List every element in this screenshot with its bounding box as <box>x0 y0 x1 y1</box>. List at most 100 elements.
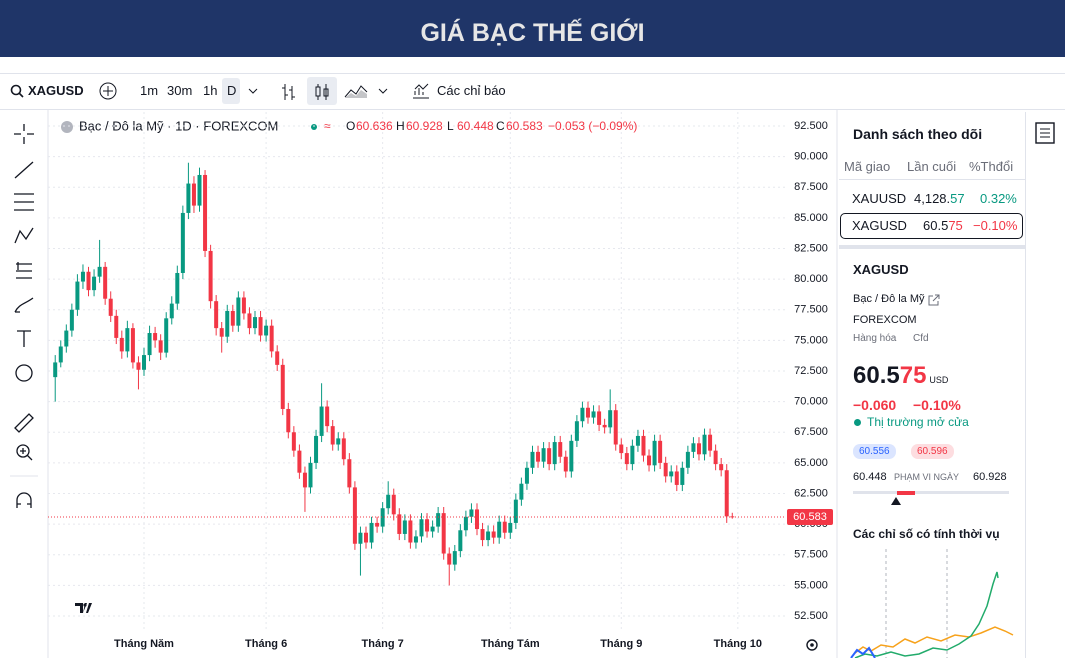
candle-body <box>397 514 402 534</box>
chevron[interactable] <box>248 86 258 96</box>
candle-body <box>214 301 219 329</box>
selected-row[interactable] <box>840 213 1023 239</box>
indicators-button[interactable]: Các chỉ báo <box>437 83 506 98</box>
candle-body <box>58 346 63 363</box>
candle-body <box>536 451 541 462</box>
candle-body <box>680 467 685 485</box>
text-tool[interactable] <box>17 330 31 347</box>
external-link[interactable] <box>928 294 940 306</box>
candle-body <box>330 426 335 445</box>
prediction-tool[interactable] <box>16 262 32 279</box>
candle-body <box>186 183 191 213</box>
drawing-toolbar <box>10 124 38 508</box>
measure-tool[interactable] <box>14 413 34 433</box>
x-tick-label: Tháng 10 <box>714 638 762 650</box>
crosshair-tool[interactable] <box>14 124 34 144</box>
candle-body <box>302 472 307 488</box>
chevron[interactable] <box>378 86 388 96</box>
candle-body <box>513 499 518 523</box>
column-header[interactable]: Mã giao <box>844 159 891 174</box>
currency: USD <box>929 375 949 385</box>
candle-style-bg <box>307 77 337 105</box>
candle-body <box>147 333 152 356</box>
candle-style[interactable] <box>313 82 331 102</box>
y-tick-label: 92.500 <box>794 120 828 132</box>
y-tick-label: 65.000 <box>794 457 828 469</box>
candle-body <box>203 174 208 251</box>
tradingview-logo <box>75 603 92 613</box>
candle-body <box>208 250 213 302</box>
ohlc-change: −0.053 (−0.09%) <box>548 119 637 133</box>
last-price-label: 60.583 <box>793 511 827 523</box>
emoji-tool[interactable] <box>15 364 33 382</box>
ohlc-key: H <box>396 119 405 133</box>
bid: 60.556 <box>853 444 896 459</box>
interval[interactable]: 1m <box>140 83 159 98</box>
candle-body <box>497 521 502 538</box>
candle-body <box>530 451 535 468</box>
y-tick-label: 90.000 <box>794 151 828 163</box>
indicator-icon[interactable] <box>412 83 430 99</box>
candle-body <box>508 522 513 533</box>
candle-body <box>130 328 135 363</box>
magnet-tool[interactable] <box>16 492 32 508</box>
candle-body <box>75 281 80 310</box>
fib-tool[interactable] <box>14 193 34 211</box>
candle-body <box>469 509 474 517</box>
candle-body <box>197 174 202 206</box>
candle-body <box>114 315 119 338</box>
trendline-tool[interactable] <box>14 161 34 179</box>
column-header[interactable]: %Thđổi <box>969 159 1014 174</box>
watchlist-toggle[interactable] <box>1034 121 1056 145</box>
symbol-search[interactable]: XAGUSD <box>28 83 84 98</box>
candle-body <box>552 442 557 465</box>
candle-body <box>180 212 185 273</box>
candle-body <box>191 183 196 206</box>
search-icon[interactable] <box>10 84 24 98</box>
area-style[interactable] <box>344 83 368 99</box>
candle-body <box>452 551 457 565</box>
candle-body <box>541 448 546 462</box>
y-tick-label: 52.500 <box>794 610 828 622</box>
interval[interactable]: 1h <box>203 83 218 98</box>
candle-body <box>635 435 640 446</box>
watchlist-title: Danh sách theo dõi <box>853 126 983 142</box>
candle-body <box>258 317 263 336</box>
interval[interactable]: D <box>227 83 237 98</box>
candle-body <box>314 435 319 463</box>
candle-body <box>669 471 674 477</box>
candle-body <box>308 462 313 488</box>
candle-body <box>319 406 324 436</box>
zoom-tool[interactable] <box>16 444 30 458</box>
candle-body <box>685 451 690 468</box>
toolbar: XAGUSD 1m 30m 1h D Các chỉ báo <box>0 73 1065 110</box>
candle-body <box>658 440 663 463</box>
interval[interactable]: 30m <box>167 83 193 98</box>
row-symbol[interactable]: XAGUSD <box>852 218 907 233</box>
candle-body <box>663 462 668 477</box>
pattern-tool[interactable] <box>14 227 34 244</box>
candle-body <box>491 531 496 538</box>
divider <box>1025 112 1026 658</box>
candle-body <box>86 271 91 291</box>
settings-icon[interactable] <box>806 639 818 651</box>
candle-body <box>585 407 590 418</box>
column-header[interactable]: Lần cuối <box>907 159 957 174</box>
candle-body <box>486 531 491 541</box>
candle-body <box>519 483 524 500</box>
y-tick-label: 62.500 <box>794 487 828 499</box>
range-bar <box>853 491 1009 494</box>
bar-style[interactable] <box>280 82 298 102</box>
candle-body <box>80 271 85 282</box>
add-symbol[interactable] <box>99 82 117 100</box>
brush-tool[interactable] <box>14 297 34 313</box>
divider <box>839 179 1025 180</box>
candle-body <box>53 362 58 378</box>
candle-body <box>402 520 407 534</box>
row-change: −0.10% <box>973 218 1018 233</box>
status-dot <box>854 419 861 426</box>
candle-body <box>347 459 352 488</box>
candle-body <box>236 297 241 326</box>
ohlc-key: L <box>447 119 454 133</box>
row-symbol[interactable]: XAUUSD <box>852 191 907 206</box>
